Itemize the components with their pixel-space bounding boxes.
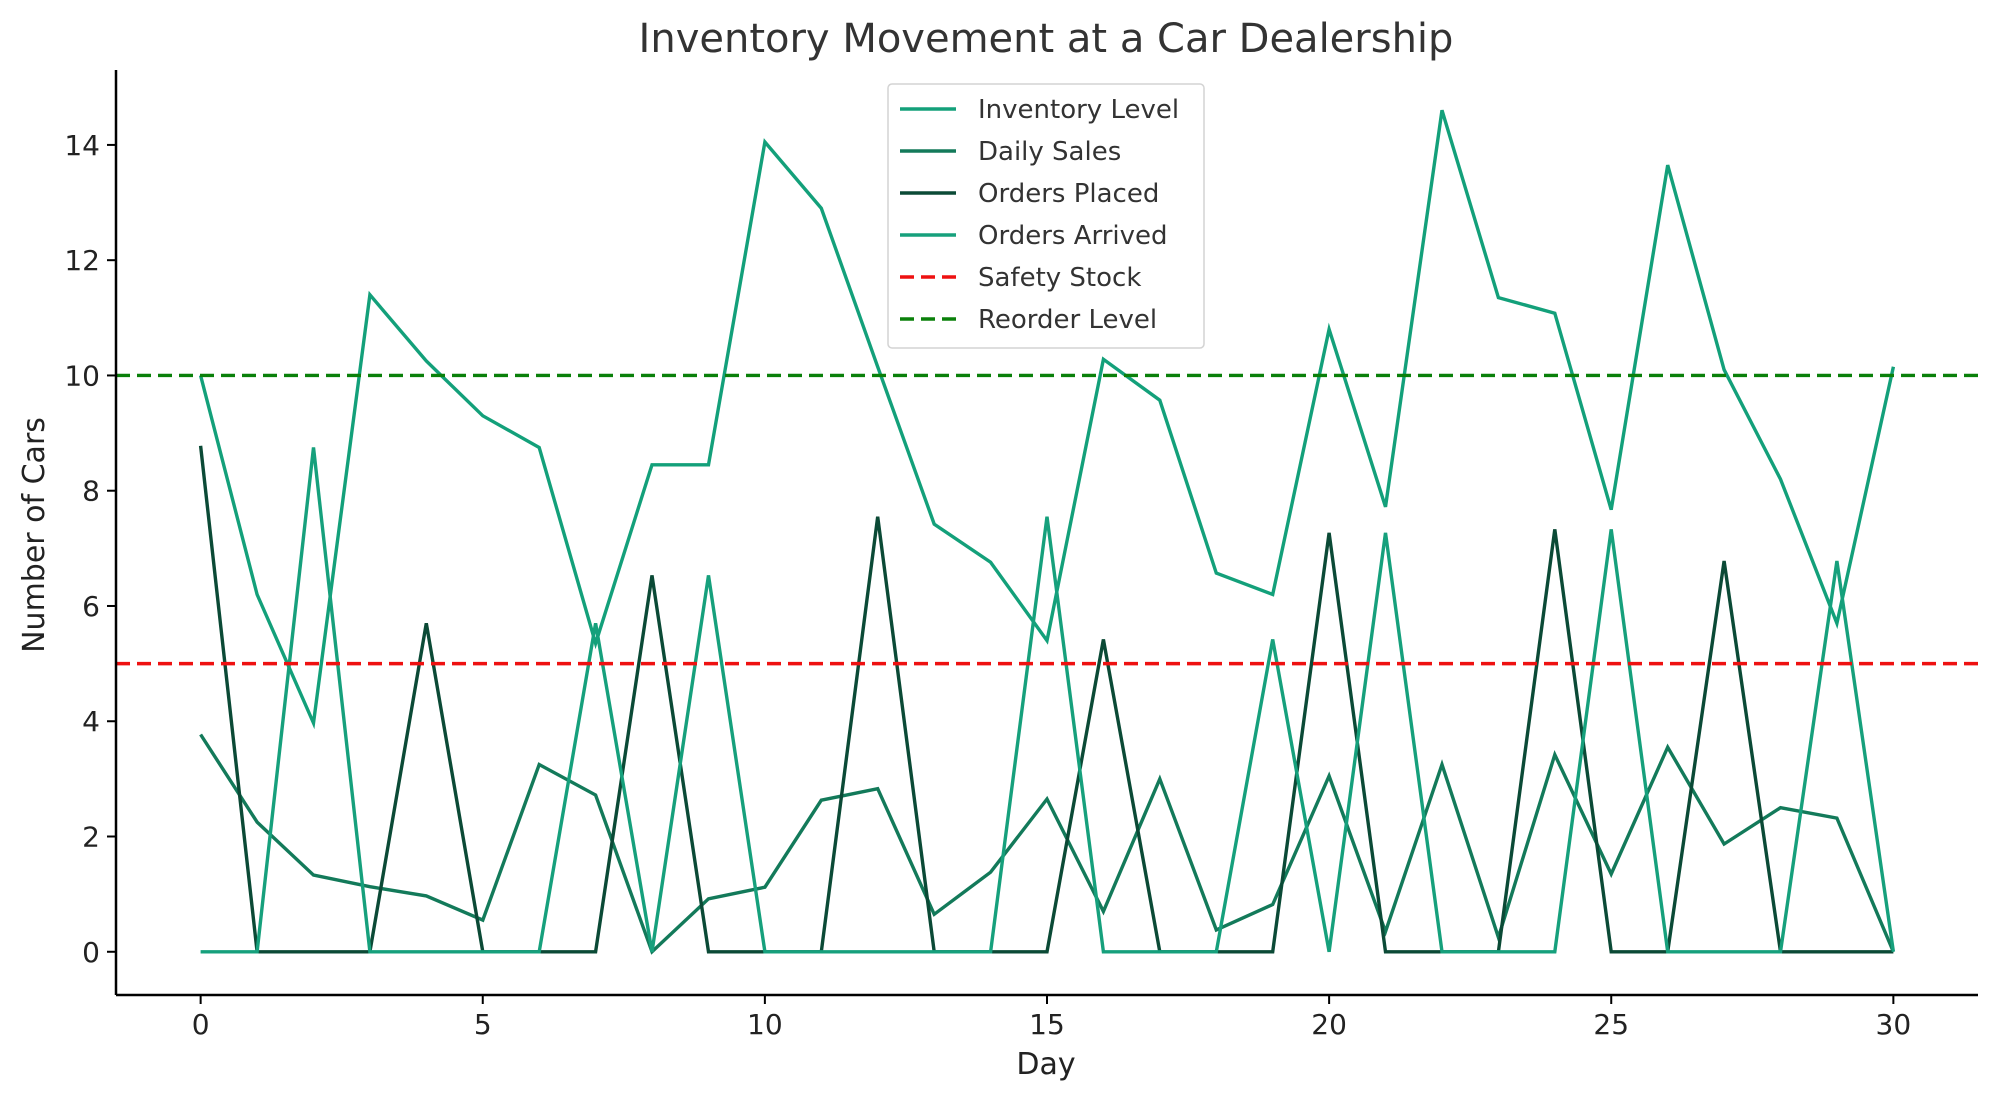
- x-tick-label: 25: [1593, 1008, 1629, 1041]
- legend: Inventory Level Daily Sales Orders Placed O…: [887, 83, 1205, 349]
- y-tick-label: 8: [82, 475, 100, 508]
- x-axis-label: Day: [1016, 1047, 1075, 1082]
- series-line-daily-sales: [199, 733, 1895, 955]
- x-tick-label: 20: [1311, 1008, 1347, 1041]
- y-tick-label: 2: [82, 821, 100, 854]
- series-line-orders-arrived: [200, 447, 1896, 954]
- y-axis-label: Number of Cars: [17, 417, 52, 653]
- legend-label-inventory-level: Inventory Level: [978, 95, 1179, 125]
- x-tick-label: 0: [192, 1008, 210, 1041]
- x-tick-label: 10: [747, 1008, 783, 1041]
- x-tick-label: 5: [474, 1008, 492, 1041]
- plot-area: [116, 109, 1978, 955]
- x-tick-label: 15: [1029, 1008, 1065, 1041]
- y-tick-label: 10: [64, 359, 100, 392]
- legend-label-daily-sales: Daily Sales: [978, 137, 1121, 167]
- legend-label-orders-placed: Orders Placed: [978, 179, 1159, 209]
- y-tick-label: 0: [82, 936, 100, 969]
- chart-title: Inventory Movement at a Car Dealership: [639, 16, 1454, 62]
- y-tick-label: 4: [82, 705, 100, 738]
- legend-label-orders-arrived: Orders Arrived: [978, 221, 1168, 251]
- y-tick-label: 14: [64, 129, 100, 162]
- series-line-inventory-level: [198, 109, 1896, 730]
- legend-box: [887, 83, 1205, 349]
- legend-label-reorder-level: Reorder Level: [978, 305, 1157, 335]
- x-tick-label: 30: [1876, 1008, 1912, 1041]
- y-tick-label: 12: [64, 244, 100, 277]
- axes: 0 5 10 15 20 25 30 0 2 4 6 8 10 12 14: [64, 70, 1978, 1041]
- legend-label-safety-stock: Safety Stock: [978, 263, 1141, 293]
- y-tick-label: 6: [82, 590, 100, 623]
